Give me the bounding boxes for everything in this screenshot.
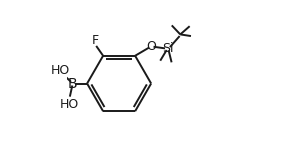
Text: B: B <box>68 76 77 91</box>
Text: HO: HO <box>60 98 79 111</box>
Text: F: F <box>92 35 99 47</box>
Text: O: O <box>147 40 156 53</box>
Text: HO: HO <box>50 64 70 77</box>
Text: Si: Si <box>162 42 174 55</box>
